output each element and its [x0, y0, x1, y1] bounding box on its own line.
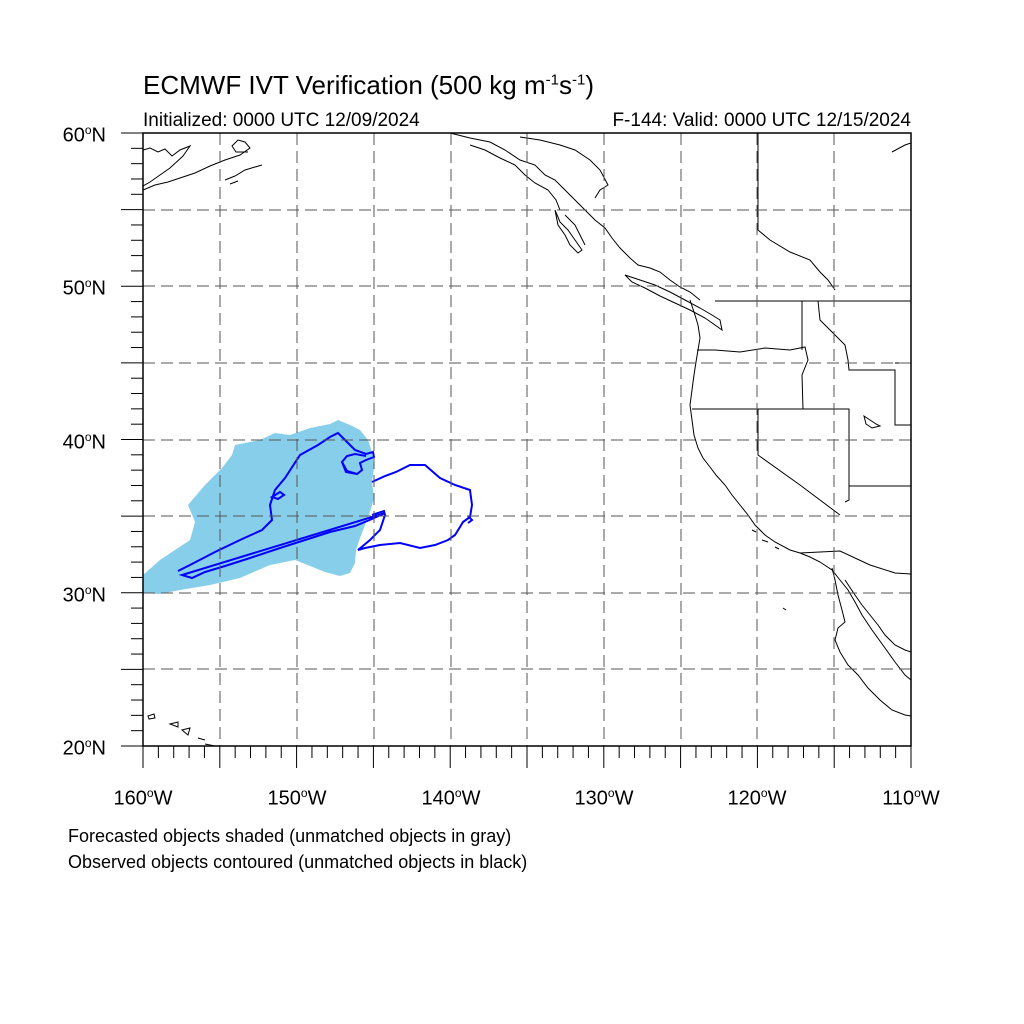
lat-label-50n: 50oN [62, 276, 106, 300]
coastlines [143, 133, 911, 746]
initialized-time: Initialized: 0000 UTC 12/09/2024 [143, 110, 420, 131]
lat-label-60n: 60oN [62, 123, 106, 147]
lat-label-30n: 30oN [62, 583, 106, 607]
lat-label-20n: 20oN [62, 736, 106, 760]
lon-label-110w: 110oW [882, 786, 940, 810]
lon-label-140w: 140oW [421, 786, 481, 810]
graticule [143, 133, 911, 746]
lat-label-40n: 40oN [62, 430, 106, 454]
footnote-observed: Observed objects contoured (unmatched ob… [68, 852, 528, 872]
valid-time: F-144: Valid: 0000 UTC 12/15/2024 [612, 110, 911, 131]
lon-label-130w: 130oW [574, 786, 634, 810]
axis-ticks [121, 132, 912, 768]
observed-contour-west-detail [269, 490, 286, 501]
footnote-forecast: Forecasted objects shaded (unmatched obj… [68, 826, 512, 846]
forecast-object-shaded [143, 420, 374, 594]
map-title: ECMWF IVT Verification (500 kg m-1s-1) [143, 70, 594, 100]
lon-label-150w: 150oW [267, 786, 327, 810]
lon-label-120w: 120oW [727, 786, 787, 810]
observed-contour-east [357, 464, 474, 551]
lon-label-160w: 160oW [113, 786, 173, 810]
